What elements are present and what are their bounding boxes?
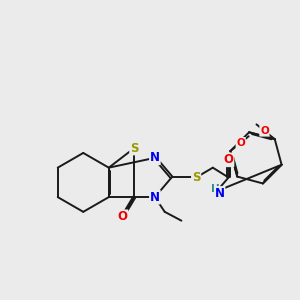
Text: H: H bbox=[211, 184, 220, 194]
Text: S: S bbox=[130, 142, 139, 154]
Text: O: O bbox=[236, 138, 245, 148]
Text: N: N bbox=[150, 190, 160, 204]
Text: O: O bbox=[118, 210, 128, 223]
Text: O: O bbox=[224, 153, 233, 166]
Text: S: S bbox=[192, 171, 200, 184]
Text: N: N bbox=[215, 187, 225, 200]
Text: N: N bbox=[150, 152, 160, 164]
Text: O: O bbox=[260, 126, 269, 136]
